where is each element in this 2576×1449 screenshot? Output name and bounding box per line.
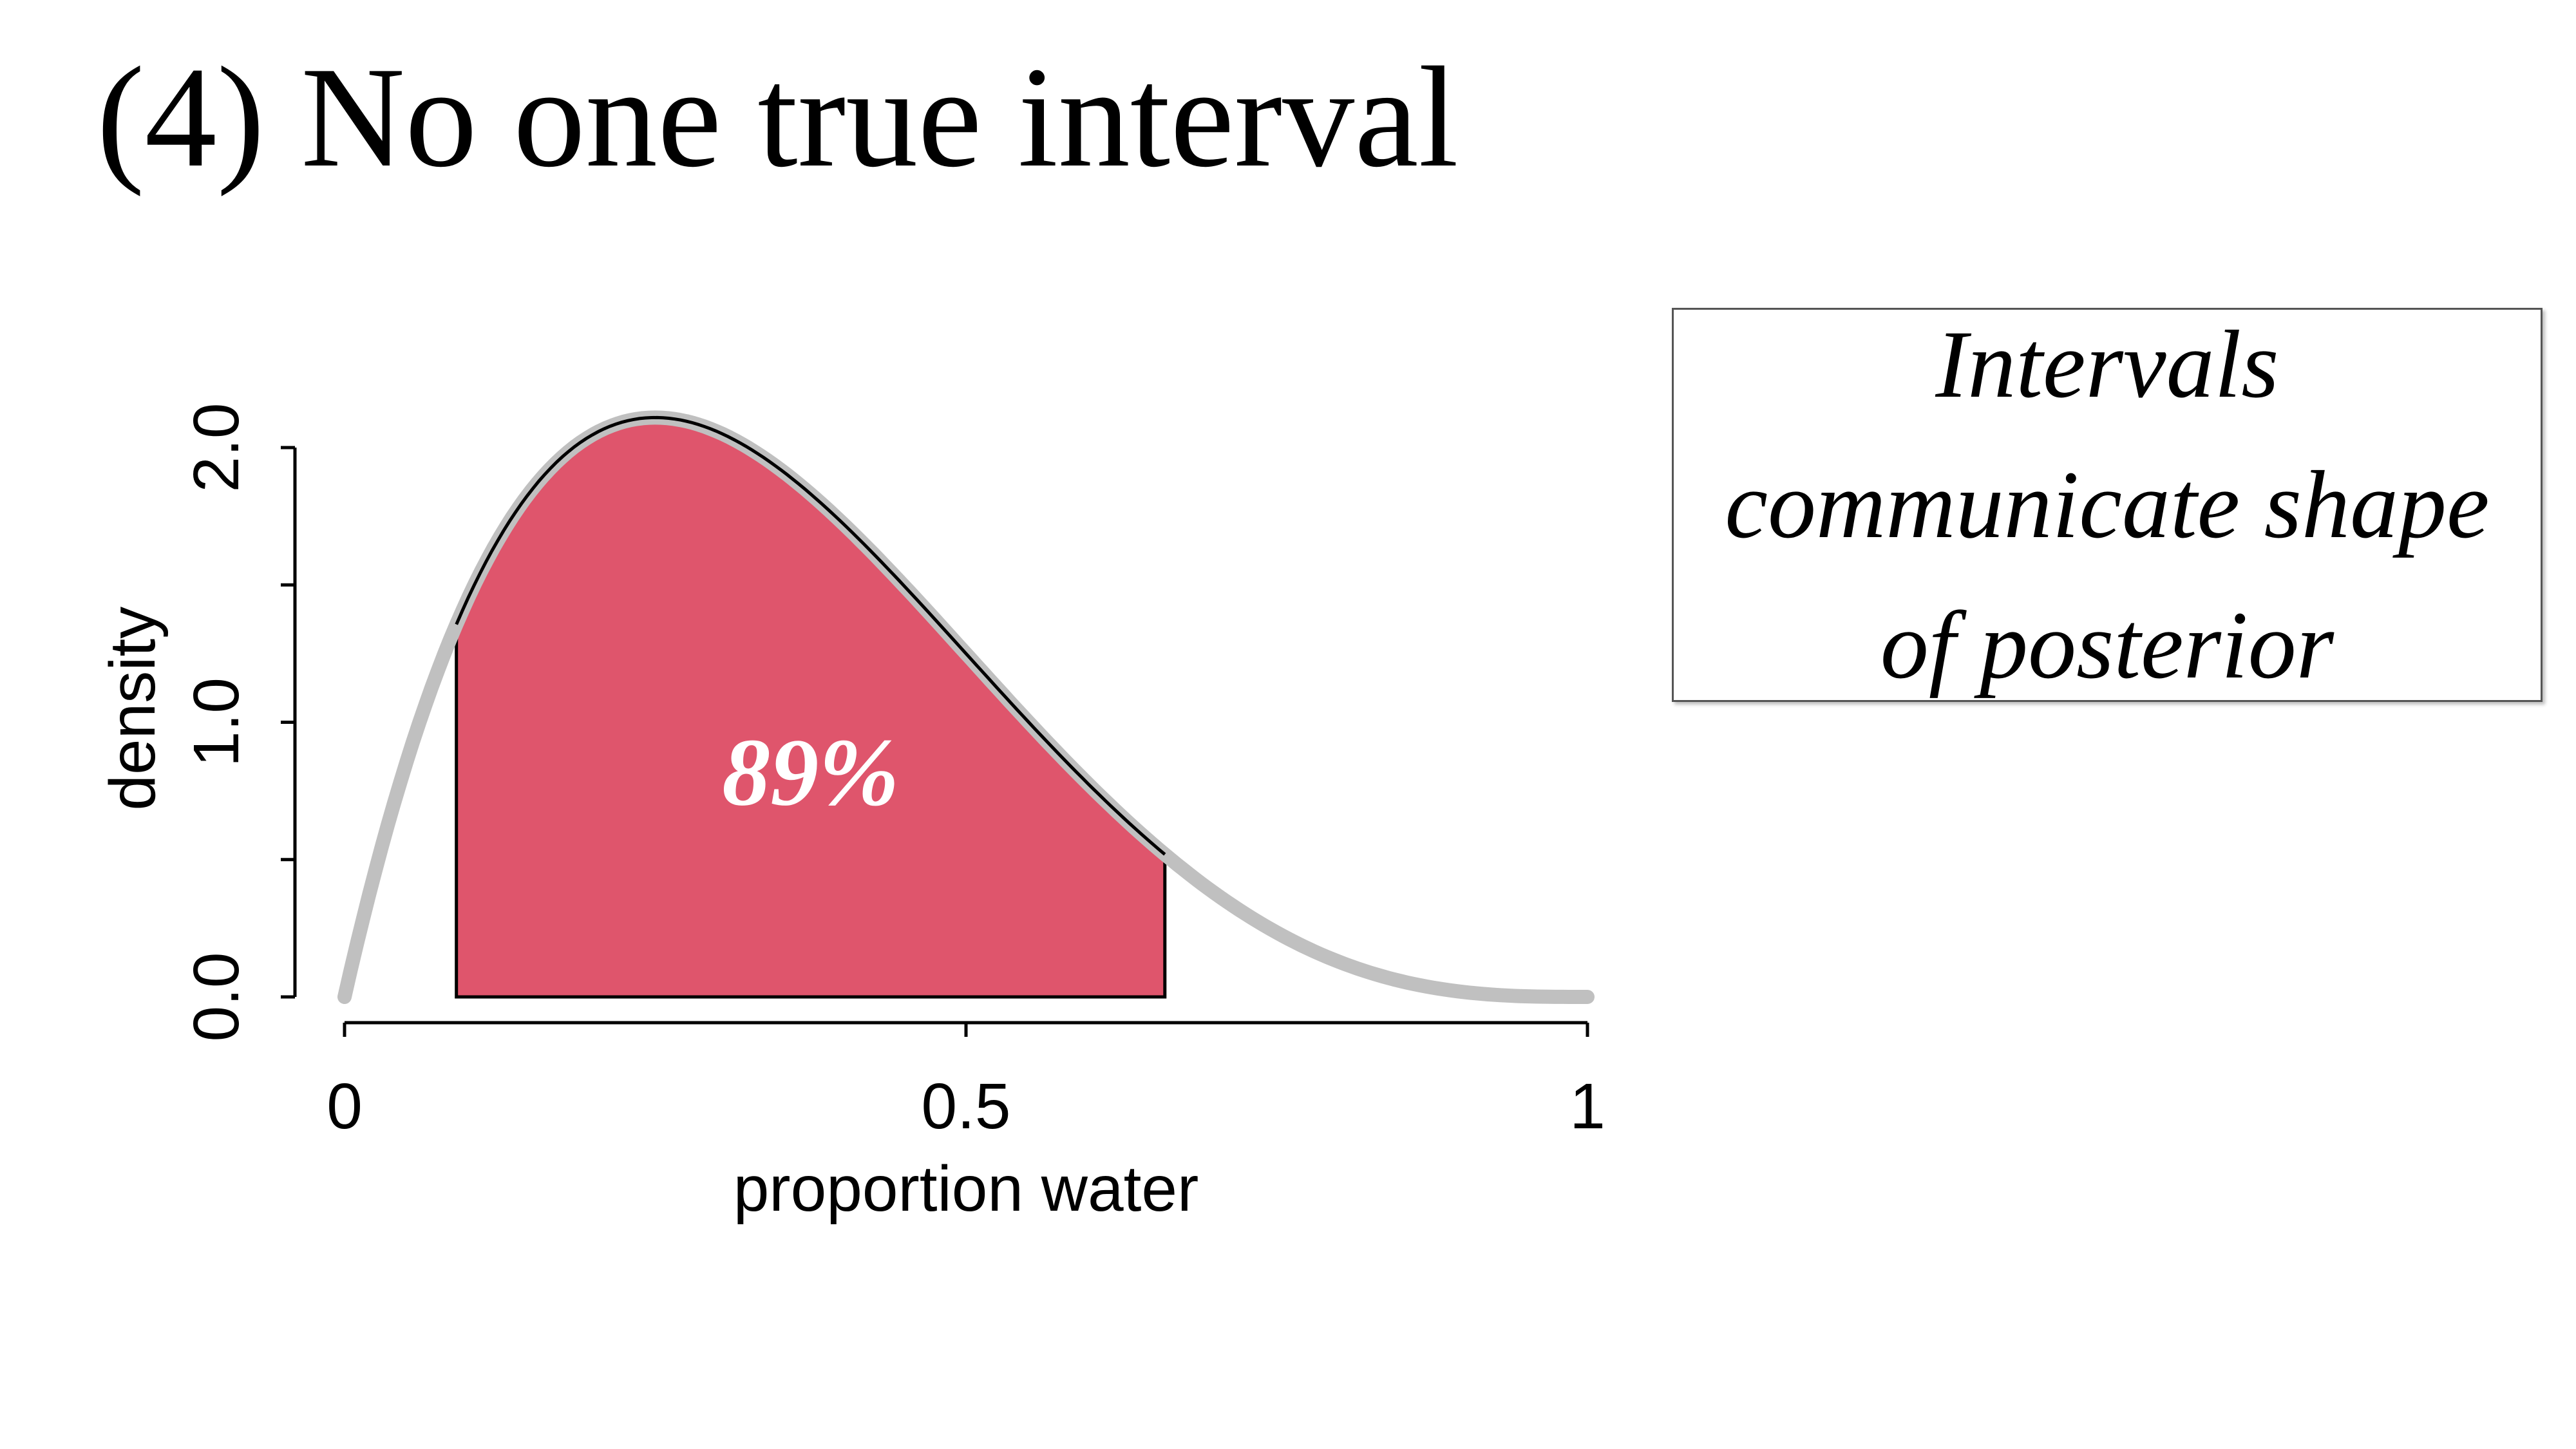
callout-box: Intervals communicate shape of posterior [1672,308,2543,702]
x-tick-label: 0 [327,1070,363,1142]
y-tick-label: 1.0 [180,677,252,767]
interval-outline [455,415,1166,856]
y-tick-label: 2.0 [180,402,252,492]
slide-title: (4) No one true interval [97,37,1459,197]
x-tick-label: 0.5 [921,1070,1010,1142]
x-axis-ticks: 0 0.5 1 [327,1023,1605,1142]
y-tick-label: 0.0 [180,952,252,1041]
y-axis-label: density [97,607,169,811]
y-axis-ticks: 0.0 1.0 2.0 [180,402,295,1042]
interval-area [455,415,1167,999]
callout-text: Intervals communicate shape of posterior [1725,311,2490,699]
density-chart: 89% 0 0.5 1 0.01.02.0 proportion water den… [97,402,1605,1225]
x-tick-label: 1 [1569,1070,1605,1142]
interval-label: 89% [722,719,899,826]
x-axis-label: proportion water [734,1153,1199,1225]
